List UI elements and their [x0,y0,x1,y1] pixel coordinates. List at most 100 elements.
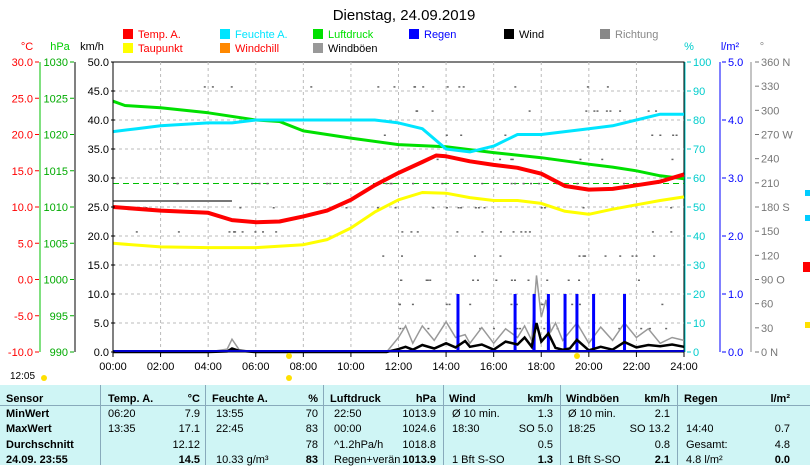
direction-dot [619,110,622,112]
direction-dot [448,303,451,306]
direction-dot [239,207,242,209]
tick-label-pressure: 1020 [44,130,68,142]
legend-label: Luftdruck [328,29,374,41]
direction-dot [622,182,625,185]
stats-header-unit: hPa [415,393,436,405]
direction-dot [385,182,388,185]
stats-header: Luftdruck [330,393,381,405]
direction-dot [394,207,397,209]
direction-dot [481,182,484,185]
stats-value: 0.8 [654,439,670,451]
stats-row-label: MinWert [6,408,50,420]
direction-dot [582,255,585,257]
direction-dot [585,110,588,112]
stats-value: SO 5.0 [518,423,553,435]
unit-direction: ° [760,41,764,53]
tick-label-humidity: 20 [693,289,705,301]
direction-dot [445,303,448,306]
direction-dot [576,182,579,185]
direction-dot [510,158,513,161]
direction-dot [601,158,604,161]
axes: 30.025.020.015.010.05.00.0-5.0-10.010301… [8,57,810,381]
direction-dot [538,182,541,185]
direction-dot [416,231,419,233]
direction-dot [329,182,332,185]
stats-value: 1013.9 [402,454,436,466]
stats-time: 22:45 [216,423,244,435]
direction-dot [469,303,472,306]
direction-dot [429,279,432,281]
direction-dot [425,279,428,281]
x-tick-label: 16:00 [480,361,508,373]
tick-label-humidity: 40 [693,231,705,243]
stats-header-unit: l/m² [770,393,790,405]
direction-dot [543,207,546,209]
direction-dot [382,255,385,257]
tick-label-humidity: 50 [693,202,705,214]
direction-dot [473,255,476,257]
direction-dot [514,86,517,88]
direction-dot [401,231,404,233]
tick-label-temp: -5.0 [14,311,33,323]
direction-dot [426,279,429,281]
stats-value: 83 [305,423,318,435]
tick-label-rain: 2.0 [728,231,743,243]
direction-dot [460,207,463,209]
direction-dot [412,182,415,185]
stats-value: 1018.8 [402,439,436,451]
direction-dot [651,231,654,233]
direction-dot [659,134,662,136]
x-tick-label: 14:00 [432,361,460,373]
direction-dot [510,303,513,306]
stats-time: Gesamt: [686,439,728,451]
stats-time: 1 Bft S-SO [452,454,505,466]
direction-dot [649,327,652,330]
direction-dot [541,303,544,306]
direction-dot [651,134,654,136]
direction-dot [400,279,403,281]
direction-dot [266,182,269,185]
direction-dot [605,110,608,112]
tick-label-wind: 20.0 [88,231,109,243]
tick-label-wind: 50.0 [88,57,109,69]
direction-dot [377,86,380,88]
direction-dot [393,86,396,88]
sun-marker [41,375,47,381]
direction-dot [234,231,237,233]
direction-dot [241,231,244,233]
tick-label-rain: 5.0 [728,57,743,69]
direction-dot [228,231,231,233]
x-tick-label: 22:00 [623,361,651,373]
legend-swatch [123,43,133,53]
tick-label-pressure: 995 [50,311,68,323]
direction-dot [135,231,138,233]
direction-dot [661,303,664,306]
stats-header: Windböen [566,393,620,405]
direction-dot [499,158,502,161]
legend-swatch [123,29,133,39]
direction-dot [514,182,517,185]
direction-dot [593,110,596,112]
stats-time: 06:20 [108,408,136,420]
stats-row-label: Durchschnitt [6,439,74,451]
stats-value: 0.5 [537,439,553,451]
stats-table: Sensor Temp. A. °C Feuchte A.% Luftdruck hPa W… [0,385,810,466]
tick-label-wind: 15.0 [88,260,109,272]
stats-time: ^1.2hPa/h [334,439,384,451]
tick-label-temp: 25.0 [12,93,33,105]
edge-marker [805,190,810,196]
tick-label-wind: 40.0 [88,115,109,127]
direction-dot [383,134,386,136]
stats-time: 10.33 g/m³ [216,454,269,466]
direction-dot [653,255,656,257]
series-temp-a [112,153,685,225]
unit-humidity: % [684,41,694,53]
tick-label-direction: 180 S [761,202,790,214]
direction-dot [462,86,465,88]
direction-dot [631,255,634,257]
stats-divider [560,385,561,465]
tick-label-direction: 0 N [761,347,778,359]
direction-dot [203,86,206,88]
direction-dot [527,279,530,281]
direction-dot [233,231,236,233]
